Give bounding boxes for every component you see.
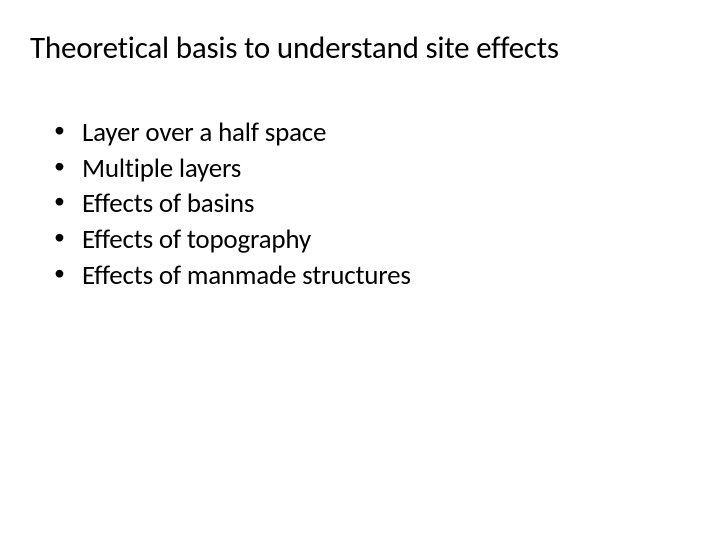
bullet-list: Layer over a half space Multiple layers …	[30, 115, 690, 293]
list-item: Effects of manmade structures	[54, 258, 690, 294]
list-item: Multiple layers	[54, 151, 690, 187]
slide-container: Theoretical basis to understand site eff…	[0, 0, 720, 540]
slide-title: Theoretical basis to understand site eff…	[30, 30, 690, 67]
list-item: Layer over a half space	[54, 115, 690, 151]
list-item: Effects of basins	[54, 186, 690, 222]
list-item: Effects of topography	[54, 222, 690, 258]
